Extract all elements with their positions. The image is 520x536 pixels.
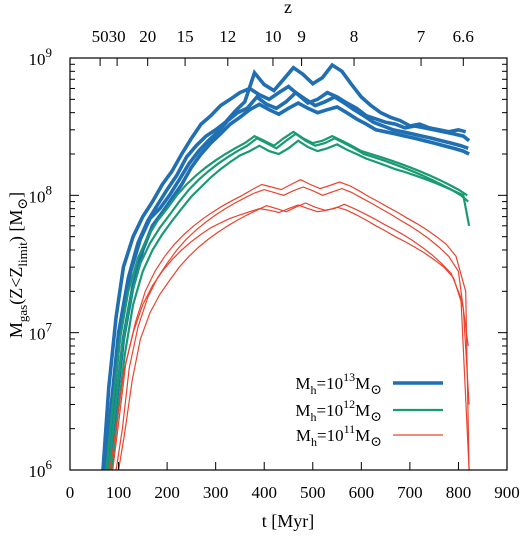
y-axis-title-limit: limit — [15, 242, 30, 267]
y-axis-title-paren: (Z<Z — [6, 267, 27, 305]
y-tick-label: 109 — [29, 45, 53, 69]
y-tick-label: 107 — [29, 320, 53, 344]
top-tick-label: 50 — [92, 27, 109, 46]
legend-label: Mh=1013M⊙ — [295, 370, 382, 398]
top-axis: 50 30 20 15 12 10 9 8 7 6.6 — [92, 27, 474, 66]
series-3-run-1 — [109, 204, 470, 471]
top-tick-label: 6.6 — [453, 27, 474, 46]
x-axis: 0 100 200 300 400 500 600 700 800 900 — [66, 462, 520, 502]
series-2-run-1 — [105, 130, 468, 471]
sun-symbol-icon: ⊙ — [370, 410, 382, 425]
x-tick-label: 100 — [106, 483, 132, 502]
x-tick-label: 700 — [397, 483, 423, 502]
svg-text:Mgas(Z<Zlimit) [M⊙]: Mgas(Z<Zlimit) [M⊙] — [6, 192, 31, 338]
x-tick-label: 800 — [446, 483, 472, 502]
top-axis-title: z — [284, 0, 292, 17]
y-axis-title-sub: gas — [15, 305, 30, 322]
legend-entry-2: Mh=1012M⊙ — [295, 397, 443, 425]
top-tick-label: 30 — [109, 27, 126, 46]
legend-entry-3: Mh=1011M⊙ — [296, 422, 443, 450]
top-tick-label: 9 — [297, 27, 306, 46]
series-2-run-3 — [110, 139, 471, 471]
x-tick-label: 0 — [66, 483, 75, 502]
top-tick-label: 12 — [219, 27, 236, 46]
sun-symbol-icon: ⊙ — [370, 435, 382, 450]
sun-symbol-icon: ⊙ — [370, 383, 382, 398]
series-2 — [105, 130, 471, 471]
x-tick-label: 600 — [349, 483, 375, 502]
legend: Mh=1013M⊙Mh=1012M⊙Mh=1011M⊙ — [295, 370, 443, 450]
series-1-run-4 — [108, 100, 470, 471]
series-3-run-3 — [115, 186, 469, 471]
y-axis-title-main: M — [6, 322, 26, 338]
series-2-run-2 — [107, 132, 469, 471]
x-tick-label: 300 — [203, 483, 229, 502]
y-axis-title-unit: ) [M — [6, 210, 27, 243]
legend-label: Mh=1011M⊙ — [296, 422, 382, 450]
series-3-run-4 — [118, 202, 470, 471]
top-tick-label: 8 — [350, 27, 359, 46]
plot-frame — [69, 57, 508, 471]
top-tick-label: 15 — [177, 27, 194, 46]
top-tick-label: 10 — [264, 27, 281, 46]
top-tick-label: 7 — [417, 27, 426, 46]
series-1 — [101, 62, 471, 471]
series-3 — [109, 179, 470, 471]
x-tick-label: 400 — [251, 483, 277, 502]
x-tick-label: 900 — [494, 483, 520, 502]
y-axis: 106 107 108 109 — [29, 45, 507, 481]
legend-entry-1: Mh=1013M⊙ — [295, 370, 443, 398]
y-axis-title-close: ] — [6, 192, 26, 198]
y-tick-label: 108 — [29, 182, 53, 206]
series-1-run-2 — [103, 62, 467, 471]
top-tick-label: 20 — [139, 27, 156, 46]
series-1-run-3 — [106, 90, 469, 471]
legend-label: Mh=1012M⊙ — [295, 397, 382, 425]
x-tick-label: 200 — [154, 483, 180, 502]
x-tick-label: 500 — [300, 483, 326, 502]
series-3-run-2 — [112, 179, 470, 471]
series-layer — [101, 62, 471, 471]
sun-symbol-icon: ⊙ — [16, 198, 31, 210]
x-axis-title: t [Myr] — [262, 511, 315, 531]
y-axis-title: Mgas(Z<Zlimit) [M⊙] — [6, 192, 31, 338]
y-tick-label: 106 — [29, 457, 53, 481]
